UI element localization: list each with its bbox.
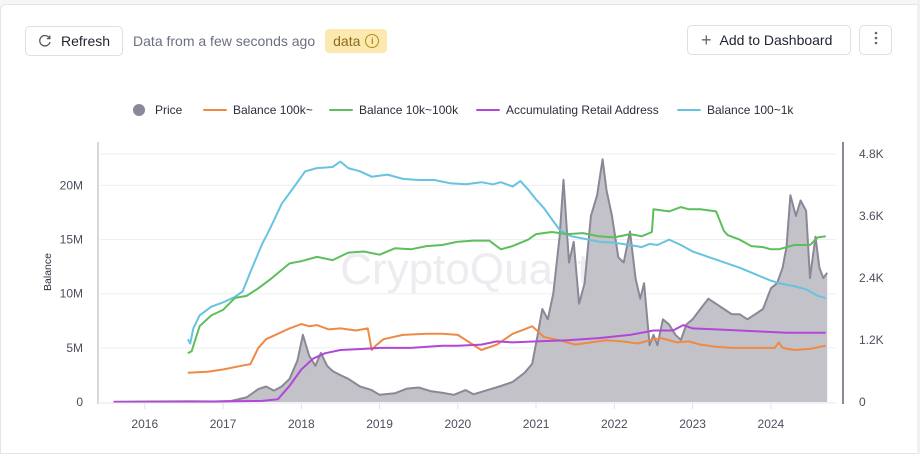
right-axis-ticks: 0 1.2K 2.4K 3.6K 4.8K (859, 147, 884, 409)
add-to-dashboard-button[interactable]: + Add to Dashboard (687, 25, 851, 55)
left-axis-ticks: 0 5M 10M 15M 20M (60, 178, 84, 409)
y-left-tick-label: 20M (60, 178, 83, 192)
legend-swatch (329, 108, 353, 112)
data-freshness-text: Data from a few seconds ago (133, 33, 316, 49)
y-right-tick-label: 3.6K (859, 209, 884, 223)
legend-label: Accumulating Retail Address (506, 103, 659, 117)
data-badge-label: data (333, 33, 361, 49)
refresh-button[interactable]: Refresh (25, 26, 124, 56)
scrollbar-track[interactable] (917, 0, 920, 454)
watermark: CryptoQuant (340, 245, 589, 294)
x-axis-ticks: 2016 2017 2018 2019 2020 2021 2022 2023 2024 (131, 403, 785, 431)
y-axis-label: Balance (42, 253, 54, 291)
legend-label: Balance 100k~ (233, 103, 313, 117)
chart-legend: Price Balance 100k~ Balance 10k~100k Acc… (0, 100, 920, 120)
legend-label: Balance 10k~100k (359, 103, 459, 117)
x-tick-label: 2016 (131, 417, 158, 431)
series-line-balance-100k[interactable] (187, 323, 826, 374)
y-right-tick-label: 1.2K (859, 333, 884, 347)
y-right-tick-label: 4.8K (859, 147, 884, 161)
data-badge[interactable]: data i (325, 29, 388, 53)
y-left-tick-label: 15M (60, 233, 83, 247)
add-to-dashboard-label: Add to Dashboard (719, 32, 833, 48)
refresh-icon (38, 34, 52, 48)
y-left-tick-label: 0 (76, 395, 83, 409)
x-tick-label: 2019 (366, 417, 393, 431)
legend-item-balance-10k-100k[interactable]: Balance 10k~100k (329, 100, 458, 120)
x-tick-label: 2024 (758, 417, 785, 431)
legend-swatch (133, 104, 145, 116)
y-right-tick-label: 0 (859, 395, 866, 409)
plus-icon: + (701, 30, 712, 50)
legend-swatch (677, 108, 701, 112)
x-tick-label: 2020 (444, 417, 471, 431)
series-line-balance-100-1k[interactable] (186, 160, 826, 345)
x-tick-label: 2022 (601, 417, 628, 431)
x-tick-label: 2018 (288, 417, 315, 431)
info-icon[interactable]: i (365, 34, 380, 48)
legend-swatch (203, 108, 227, 112)
x-tick-label: 2021 (523, 417, 550, 431)
legend-label: Balance 100~1k (707, 103, 794, 117)
series-line-balance-10k-100k[interactable] (187, 206, 826, 355)
legend-label: Price (155, 103, 183, 117)
y-left-tick-label: 5M (66, 341, 83, 355)
chart-toolbar: Refresh Data from a few seconds ago data… (25, 25, 388, 57)
legend-item-accumulating-retail[interactable]: Accumulating Retail Address (476, 100, 659, 120)
legend-swatch (476, 108, 500, 112)
legend-item-balance-100k[interactable]: Balance 100k~ (203, 100, 313, 120)
series-line-accumulating-retail-address[interactable] (113, 324, 826, 403)
more-vertical-icon (874, 30, 878, 51)
y-right-tick-label: 2.4K (859, 271, 884, 285)
series-layer (113, 158, 828, 403)
x-tick-label: 2023 (679, 417, 706, 431)
legend-item-balance-100-1k[interactable]: Balance 100~1k (677, 100, 793, 120)
more-options-button[interactable] (859, 25, 892, 55)
x-tick-label: 2017 (210, 417, 237, 431)
legend-item-price[interactable]: Price (133, 100, 182, 120)
y-left-tick-label: 10M (60, 287, 83, 301)
series-line-price[interactable] (113, 158, 828, 403)
refresh-label: Refresh (61, 33, 111, 49)
